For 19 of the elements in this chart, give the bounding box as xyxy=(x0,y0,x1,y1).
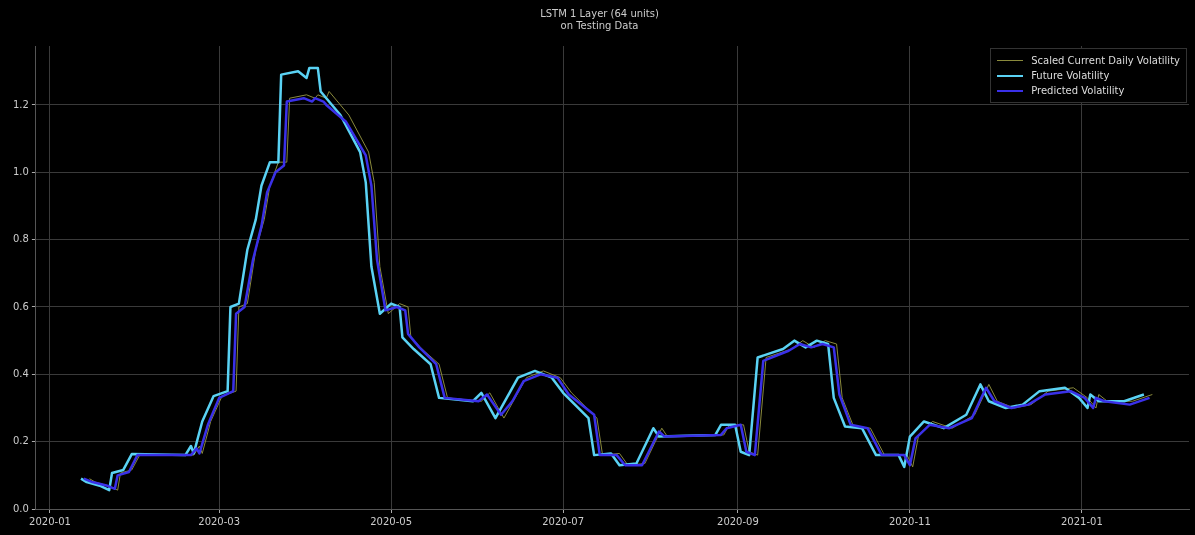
x-tick-label: 2020-09 xyxy=(717,515,759,527)
chart-subtitle: on Testing Data xyxy=(560,19,639,31)
x-tick-label: 2020-03 xyxy=(198,515,241,527)
x-tick-label: 2020-05 xyxy=(370,515,413,527)
legend-label: Predicted Volatility xyxy=(1031,85,1125,96)
y-tick-label: 0.0 xyxy=(13,502,29,514)
y-tick-label: 1.0 xyxy=(13,165,29,177)
chart-title: LSTM 1 Layer (64 units) xyxy=(540,7,659,19)
x-tick-label: 2021-01 xyxy=(1060,515,1103,527)
y-tick-label: 1.2 xyxy=(13,98,29,110)
legend-label: Future Volatility xyxy=(1031,70,1110,81)
x-tick-label: 2020-07 xyxy=(542,515,585,527)
y-tick-label: 0.6 xyxy=(13,300,29,312)
x-tick-label: 2020-11 xyxy=(888,515,931,527)
y-tick-label: 0.2 xyxy=(13,435,29,447)
y-tick-label: 0.8 xyxy=(13,233,29,245)
legend-label: Scaled Current Daily Volatility xyxy=(1031,55,1180,66)
y-tick-label: 0.4 xyxy=(13,367,29,379)
x-tick-label: 2020-01 xyxy=(29,515,71,527)
